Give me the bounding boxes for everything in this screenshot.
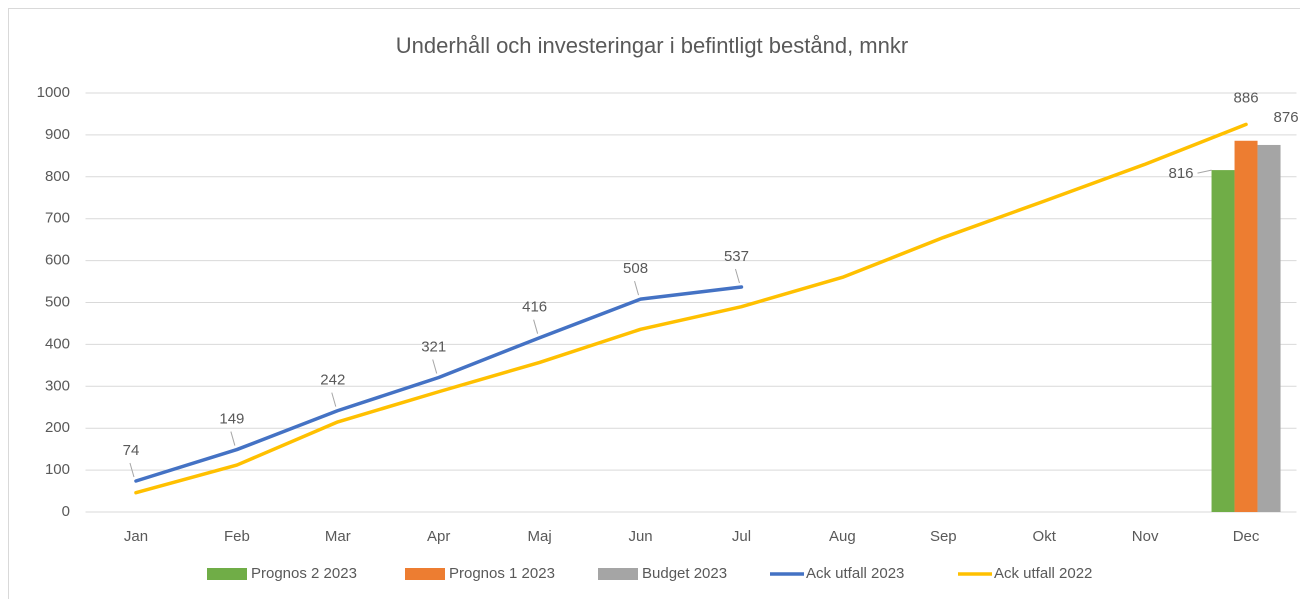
x-tick-label: Apr	[427, 528, 450, 545]
y-tick-label: 100	[45, 461, 70, 478]
legend-label: Ack utfall 2023	[806, 565, 904, 582]
legend-swatch	[598, 568, 638, 580]
legend-swatch	[405, 568, 445, 580]
data-label: 508	[623, 260, 648, 277]
y-tick-label: 300	[45, 377, 70, 394]
x-tick-label: Mar	[325, 528, 351, 545]
leader-line	[634, 281, 640, 296]
y-tick-label: 700	[45, 210, 70, 227]
legend-label: Prognos 2 2023	[251, 565, 357, 582]
data-label: 886	[1234, 90, 1259, 107]
y-tick-label: 900	[45, 126, 70, 143]
leader-line	[331, 392, 337, 407]
legend-label: Ack utfall 2022	[994, 565, 1092, 582]
data-label: 242	[320, 372, 345, 389]
line	[134, 285, 744, 483]
data-label: 74	[123, 442, 140, 459]
leader-line	[734, 268, 740, 284]
legend-label: Prognos 1 2023	[449, 565, 555, 582]
data-label: 816	[1169, 165, 1194, 182]
x-tick-label: Okt	[1033, 528, 1057, 545]
line	[134, 122, 1248, 495]
data-label: 149	[219, 411, 244, 428]
leader-line	[230, 431, 236, 446]
chart-border	[8, 8, 1300, 599]
data-label: 876	[1274, 109, 1299, 126]
x-tick-label: Jun	[628, 528, 652, 545]
y-tick-label: 600	[45, 252, 70, 269]
x-tick-label: Dec	[1233, 528, 1260, 545]
x-tick-label: Sep	[930, 528, 957, 545]
bar	[1211, 170, 1235, 512]
leader-line	[432, 359, 438, 374]
data-label: 321	[421, 338, 446, 355]
x-tick-label: Feb	[224, 528, 250, 545]
data-label: 537	[724, 248, 749, 265]
x-tick-label: Jan	[124, 528, 148, 545]
data-label: 416	[522, 299, 547, 316]
leader-line	[533, 319, 539, 334]
bar	[1257, 144, 1281, 512]
legend-swatch	[207, 568, 247, 580]
y-tick-label: 400	[45, 335, 70, 352]
chart-title: Underhåll och investeringar i befintligt…	[396, 33, 908, 58]
x-tick-label: Maj	[528, 528, 552, 545]
y-tick-label: 1000	[37, 84, 70, 101]
y-tick-label: 0	[62, 503, 70, 520]
bar	[1234, 140, 1258, 513]
x-tick-label: Nov	[1132, 528, 1159, 545]
y-tick-label: 500	[45, 293, 70, 310]
y-tick-label: 800	[45, 168, 70, 185]
leader-line	[1197, 169, 1212, 174]
leader-line	[129, 462, 135, 478]
x-tick-label: Jul	[732, 528, 751, 545]
y-tick-label: 200	[45, 419, 70, 436]
x-tick-label: Aug	[829, 528, 856, 545]
legend-label: Budget 2023	[642, 565, 727, 582]
